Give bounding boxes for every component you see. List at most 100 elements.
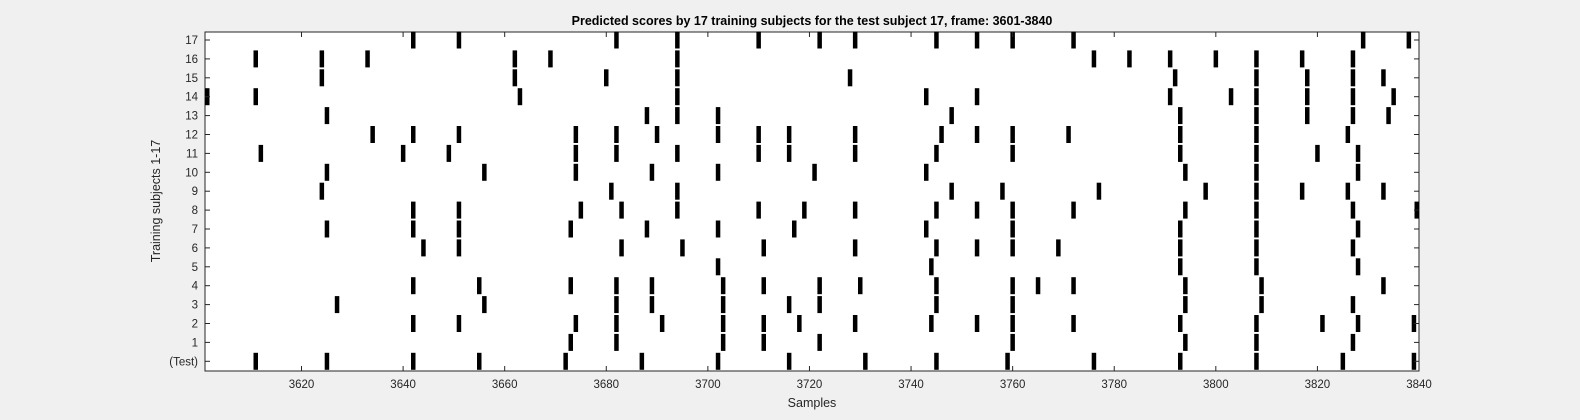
event-mark [604,69,609,87]
y-tick-label: 17 [185,35,198,47]
x-tick-label: 3780 [1101,379,1127,391]
event-mark [761,315,766,332]
x-axis-ticks: 3620 3640 3660 3680 3700 3720 3740 3760 3780 3800… [289,32,1432,391]
event-mark [482,163,487,181]
event-mark [756,126,761,143]
event-mark [1411,315,1417,332]
event-mark [1254,50,1259,68]
event-mark [654,126,660,143]
event-mark [1355,258,1361,276]
event-mark [1167,50,1173,68]
event-mark [1254,315,1259,332]
event-mark [1071,31,1076,49]
event-mark [1091,50,1097,68]
x-tick-label: 3840 [1406,379,1432,391]
event-mark [786,352,792,370]
y-tick-label: 1 [192,337,198,349]
chart-title: Predicted scores by 17 training subjects… [572,14,1053,28]
event-mark [319,50,325,68]
event-mark [370,126,375,143]
event-mark [573,126,579,143]
event-mark [456,220,462,238]
event-mark [974,126,980,143]
event-mark [924,220,929,238]
event-mark [456,126,462,143]
event-mark [974,201,980,219]
event-mark [863,352,868,370]
event-mark [1183,296,1188,314]
event-mark [1010,126,1015,143]
event-mark [614,296,619,314]
event-mark [1056,239,1061,257]
event-mark [680,239,685,257]
event-mark [675,107,680,125]
event-mark [517,88,523,106]
event-mark [578,201,584,219]
event-mark [1259,296,1264,314]
event-mark [675,50,680,68]
event-mark [817,296,822,314]
event-mark [253,88,258,106]
event-mark [411,31,416,49]
event-mark [756,144,761,162]
event-mark [934,31,939,49]
event-mark [1091,352,1097,370]
event-mark [1355,220,1361,238]
event-mark [1350,239,1356,257]
event-mark [1254,182,1259,200]
event-mark [1299,50,1305,68]
event-mark [756,201,761,219]
event-mark [1254,333,1259,351]
event-mark [934,296,939,314]
y-tick-label: 9 [192,186,198,198]
x-tick-label: 3740 [898,379,924,391]
event-mark [675,88,680,106]
event-mark [792,220,797,238]
event-mark [411,220,416,238]
event-mark [1010,333,1015,351]
event-mark [1259,277,1264,295]
event-mark [253,50,258,68]
event-mark [1066,126,1071,143]
event-mark [253,352,258,370]
event-mark [847,69,853,87]
event-mark [1010,201,1015,219]
event-mark [852,31,858,49]
y-tick-label: 7 [192,224,198,236]
y-axis-label: Training subjects 1-17 [149,140,163,263]
event-mark [1345,182,1351,200]
event-mark [1305,88,1310,106]
event-mark [1071,277,1076,295]
event-mark [1178,144,1183,162]
event-mark [934,277,939,295]
event-mark [1010,220,1015,238]
event-mark [1254,88,1259,106]
event-mark [1167,88,1173,106]
y-tick-label: 12 [185,130,198,142]
event-mark [817,333,822,351]
event-mark [1360,31,1366,49]
x-tick-label: 3800 [1203,379,1229,391]
y-tick-label: 15 [185,73,198,85]
event-mark [852,239,858,257]
event-mark [456,31,462,49]
event-mark [258,144,264,162]
y-tick-label: 5 [192,262,198,274]
event-mark [1340,352,1346,370]
event-mark [1299,182,1305,200]
event-mark [512,69,518,87]
event-mark [1178,352,1183,370]
event-mark [319,182,325,200]
event-mark [573,163,579,181]
event-mark [761,333,766,351]
event-mark [786,144,792,162]
event-mark [649,277,655,295]
event-mark [324,163,330,181]
event-mark [1010,277,1015,295]
event-mark [1178,315,1183,332]
event-mark [1005,352,1010,370]
event-mark [1010,31,1015,49]
event-mark [456,315,462,332]
event-mark [1254,352,1259,370]
